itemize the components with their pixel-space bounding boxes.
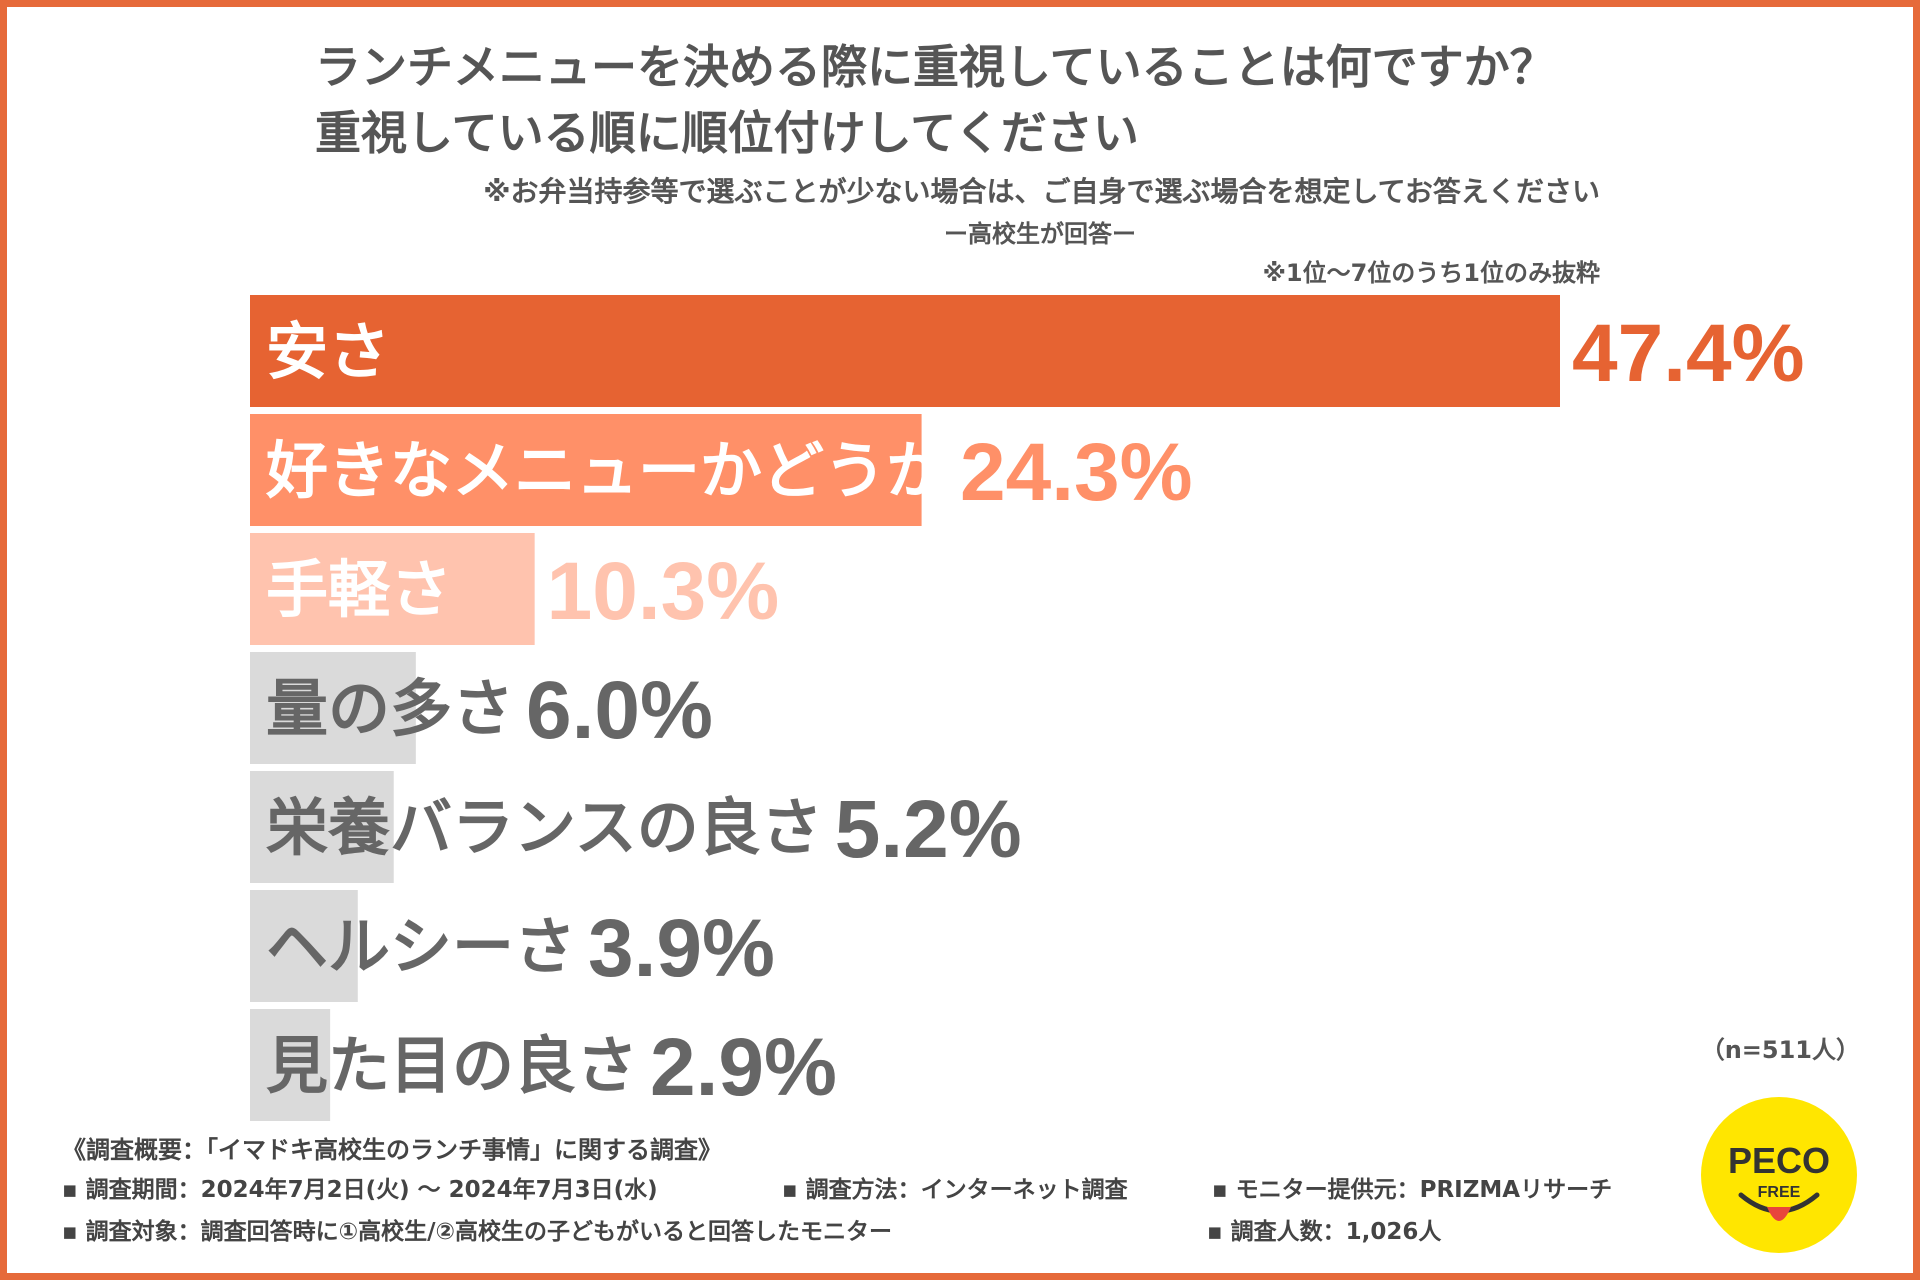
- category-label-2: 好きなメニューかどうか: [265, 434, 948, 507]
- logo-tongue-icon: [1767, 1207, 1791, 1221]
- logo-main-text: PECO: [1728, 1140, 1830, 1181]
- category-label-5: 栄養バランスの良さ: [266, 791, 823, 864]
- bar-6: [250, 890, 358, 1002]
- chart-subtitle: ※お弁当持参等で選ぶことが少ない場合は、ご自身で選ぶ場合を想定してお答えください: [483, 175, 1600, 208]
- title-line-1: ランチメニューを決める際に重視していることは何ですか？: [315, 40, 1556, 94]
- bar-5: [250, 771, 394, 883]
- monitor-provider: ▪ モニター提供元：PRIZMAリサーチ: [1212, 1177, 1613, 1203]
- category-label-7: 見た目の良さ: [266, 1029, 638, 1102]
- survey-count: ▪ 調査人数：1,026人: [1207, 1219, 1442, 1245]
- overview-heading: 《調査概要：「イマドキ高校生のランチ事情」に関する調査》: [62, 1136, 722, 1164]
- bar-3: [250, 533, 535, 645]
- sample-size: （n=511人）: [1700, 1036, 1860, 1064]
- bar-7: [250, 1009, 331, 1121]
- survey-method: ▪ 調査方法：インターネット調査: [782, 1177, 1128, 1203]
- title-line-2: 重視している順に順位付けしてください: [315, 106, 1139, 160]
- bar-4: [250, 652, 416, 764]
- category-label-3: 手軽さ: [266, 553, 452, 626]
- respondents-label: ー高校生が回答ー: [944, 220, 1136, 248]
- value-label-3: 10.3%: [547, 546, 780, 637]
- value-label-6: 3.9%: [588, 903, 775, 994]
- category-label-4: 量の多さ: [266, 672, 514, 745]
- peco-free-logo: PECO FREE: [1701, 1097, 1857, 1253]
- value-label-5: 5.2%: [835, 784, 1022, 875]
- logo-sub-text: FREE: [1758, 1184, 1801, 1201]
- value-label-2: 24.3%: [960, 427, 1193, 518]
- bar-1: [250, 295, 1560, 407]
- category-label-1: 安さ: [266, 315, 390, 388]
- rank-note: ※1位〜7位のうち1位のみ抜粋: [1262, 259, 1600, 287]
- survey-target: ▪ 調査対象：調査回答時に①高校生/②高校生の子どもがいると回答したモニター: [62, 1219, 892, 1245]
- value-label-4: 6.0%: [526, 665, 713, 756]
- category-label-6: ヘルシーさ: [266, 910, 576, 983]
- survey-period: ▪ 調査期間：2024年7月2日(火) 〜 2024年7月3日(水): [62, 1177, 658, 1203]
- logo-circle: [1701, 1097, 1857, 1253]
- value-label-1: 47.4%: [1572, 308, 1805, 399]
- value-label-7: 2.9%: [650, 1022, 837, 1113]
- chart-title: ランチメニューを決める際に重視していることは何ですか？ 重視している順に順位付け…: [315, 34, 1655, 166]
- bar-2: [250, 414, 922, 526]
